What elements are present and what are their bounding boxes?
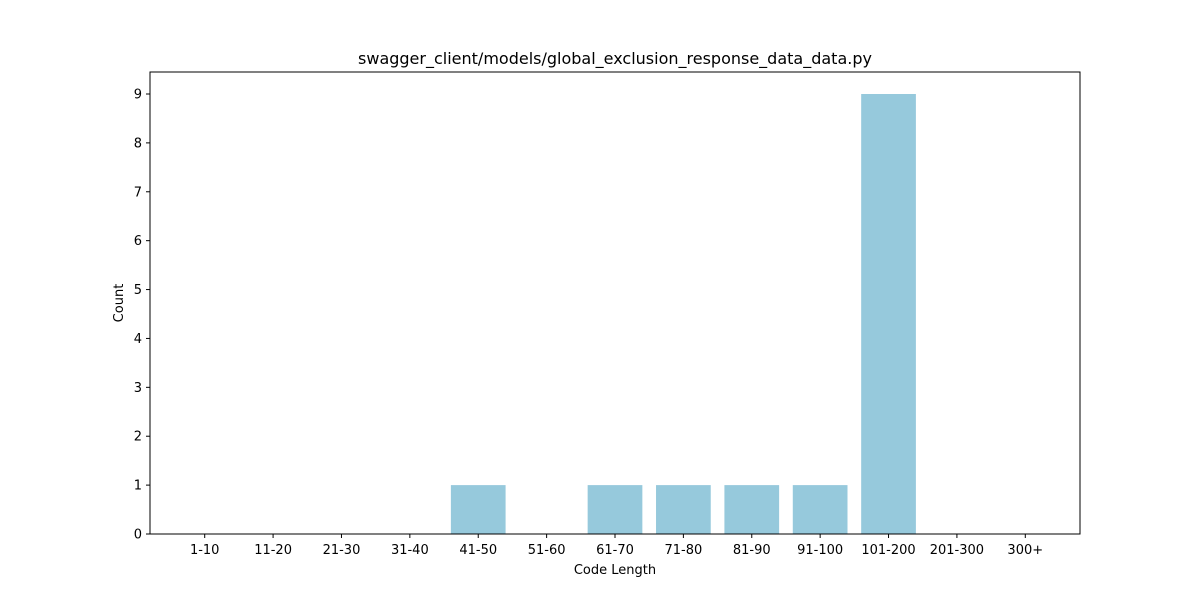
x-tick-label-31-40: 31-40 xyxy=(391,543,429,558)
x-tick-label-51-60: 51-60 xyxy=(528,543,566,558)
y-tick-label-0: 0 xyxy=(134,528,142,543)
x-axis: 1-10 11-20 21-30 31-40 41-50 51-60 61-70 71-80 8… xyxy=(190,534,1043,558)
bar-41-50 xyxy=(450,485,506,534)
y-tick-label-5: 5 xyxy=(134,283,142,298)
x-tick-label-21-30: 21-30 xyxy=(323,543,361,558)
x-tick-label-71-80: 71-80 xyxy=(664,543,702,558)
y-tick-label-7: 7 xyxy=(134,185,142,200)
y-tick-label-4: 4 xyxy=(134,332,142,347)
x-tick-label-300+: 300+ xyxy=(1007,543,1043,558)
x-tick-label-41-50: 41-50 xyxy=(459,543,497,558)
x-tick-label-1-10: 1-10 xyxy=(190,543,220,558)
x-tick-label-201-300: 201-300 xyxy=(930,543,984,558)
y-axis-label: Count xyxy=(112,284,127,323)
y-tick-label-9: 9 xyxy=(134,88,142,103)
x-tick-label-61-70: 61-70 xyxy=(596,543,634,558)
y-tick-label-6: 6 xyxy=(134,234,142,249)
plot-frame xyxy=(149,71,1081,535)
chart-title: swagger_client/models/global_exclusion_r… xyxy=(358,49,872,69)
bar-61-70 xyxy=(587,485,643,534)
x-tick-label-91-100: 91-100 xyxy=(797,543,843,558)
x-axis-label: Code Length xyxy=(574,563,656,578)
y-tick-label-1: 1 xyxy=(134,479,142,494)
y-tick-label-2: 2 xyxy=(134,430,142,445)
y-axis: 0 1 2 3 4 5 6 7 8 9 xyxy=(134,88,150,543)
bars-group xyxy=(450,94,916,534)
bar-101-200 xyxy=(861,94,916,534)
x-tick-label-101-200: 101-200 xyxy=(861,543,915,558)
y-tick-label-8: 8 xyxy=(134,136,142,151)
bar-71-80 xyxy=(656,485,711,534)
bar-91-100 xyxy=(792,485,848,534)
x-tick-label-11-20: 11-20 xyxy=(254,543,292,558)
bar-81-90 xyxy=(724,485,780,534)
x-tick-label-81-90: 81-90 xyxy=(733,543,771,558)
y-tick-label-3: 3 xyxy=(134,381,142,396)
